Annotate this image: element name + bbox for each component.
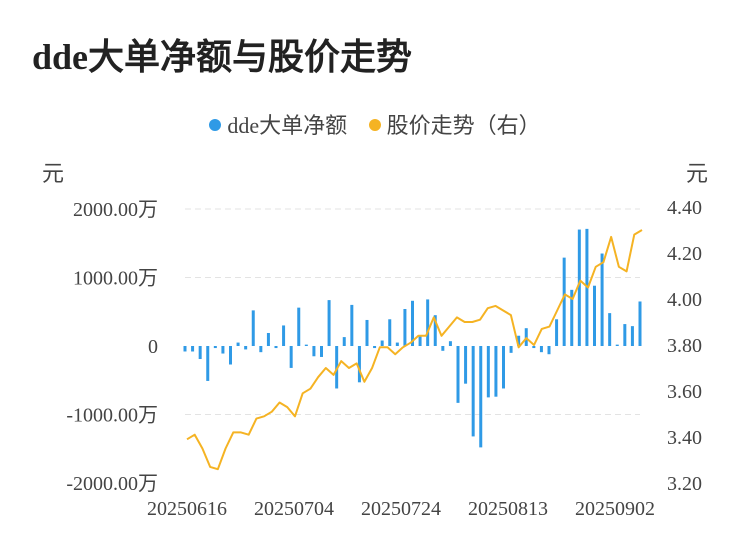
dde-bar bbox=[426, 299, 430, 346]
dde-bar bbox=[623, 324, 627, 346]
x-tick-label: 20250616 bbox=[147, 498, 227, 520]
dde-bar bbox=[464, 346, 468, 384]
dde-bar bbox=[433, 315, 437, 346]
chart-legend: dde大单净额 股价走势（右） bbox=[0, 108, 750, 140]
left-tick-label: 2000.00万 bbox=[73, 199, 158, 221]
dde-bar bbox=[365, 319, 369, 346]
left-tick-label: 1000.00万 bbox=[73, 268, 158, 290]
bar-series bbox=[183, 228, 642, 448]
dde-bar bbox=[304, 344, 308, 346]
dde-bar bbox=[539, 346, 543, 353]
dde-bar bbox=[388, 319, 392, 346]
right-tick-label: 3.80 bbox=[667, 335, 702, 357]
dde-bar bbox=[456, 346, 460, 403]
dde-bar bbox=[615, 344, 619, 346]
dde-bar bbox=[236, 342, 240, 346]
dde-bar bbox=[494, 346, 498, 397]
dde-bar bbox=[244, 346, 248, 350]
dde-bar bbox=[509, 346, 513, 353]
dde-bar bbox=[403, 309, 407, 346]
dde-bar bbox=[502, 346, 505, 389]
dde-bar bbox=[600, 253, 604, 346]
dde-bar bbox=[471, 346, 475, 437]
dde-bar bbox=[213, 346, 217, 349]
left-axis-unit: 元 bbox=[42, 161, 65, 186]
dde-bar bbox=[373, 346, 377, 349]
dde-bar bbox=[570, 289, 574, 346]
left-tick-label: 0 bbox=[148, 336, 158, 358]
dde-bar bbox=[577, 229, 581, 346]
dde-bar bbox=[221, 346, 225, 354]
dde-bar bbox=[251, 310, 255, 346]
dde-bar bbox=[395, 342, 399, 346]
dde-bar bbox=[532, 346, 536, 349]
right-tick-label: 3.60 bbox=[667, 381, 702, 403]
dde-bar bbox=[198, 346, 202, 360]
dde-bar bbox=[524, 328, 528, 346]
dde-bar bbox=[630, 326, 634, 346]
dde-bar bbox=[517, 335, 521, 346]
right-tick-label: 4.40 bbox=[667, 197, 702, 219]
dde-bar bbox=[547, 346, 551, 355]
left-tick-label: -2000.00万 bbox=[66, 473, 158, 495]
dde-bar bbox=[274, 346, 278, 349]
left-tick-label: -1000.00万 bbox=[66, 405, 158, 427]
dde-bar bbox=[555, 319, 559, 346]
right-tick-label: 4.00 bbox=[667, 289, 702, 311]
dde-bar bbox=[289, 346, 293, 368]
right-tick-label: 4.20 bbox=[667, 243, 702, 265]
x-tick-label: 20250813 bbox=[468, 498, 548, 520]
dde-bar bbox=[411, 300, 414, 346]
dde-bar bbox=[608, 313, 612, 346]
dde-bar bbox=[418, 336, 422, 346]
chart-title: dde大单净额与股价走势 bbox=[32, 37, 413, 77]
grid-lines bbox=[185, 208, 640, 415]
legend-label-price: 股价走势（右） bbox=[386, 113, 541, 138]
right-axis-unit: 元 bbox=[685, 161, 708, 186]
legend-dot-icon bbox=[209, 119, 222, 131]
dde-bar bbox=[441, 346, 445, 351]
dde-bar bbox=[562, 257, 566, 346]
dde-bar bbox=[320, 346, 323, 357]
x-axis-ticks: 20250616 20250704 20250724 20250813 20250902 bbox=[147, 498, 655, 520]
dde-bar bbox=[259, 346, 263, 353]
dde-bar bbox=[350, 304, 354, 346]
legend-item-dde[interactable]: dde大单净额 bbox=[209, 108, 347, 140]
dde-bar bbox=[486, 346, 490, 398]
dde-bar bbox=[638, 301, 642, 346]
legend-dot-icon bbox=[368, 119, 381, 131]
dde-bar bbox=[312, 346, 316, 357]
left-axis-ticks: 2000.00万 1000.00万 0 -1000.00万 -2000.00万 bbox=[66, 199, 158, 495]
dde-bar bbox=[593, 285, 596, 346]
dde-bar bbox=[479, 346, 483, 448]
dde-bar bbox=[282, 325, 286, 346]
dde-bar bbox=[191, 346, 195, 352]
dde-bar bbox=[380, 340, 384, 346]
line-series bbox=[186, 229, 643, 471]
dde-bar bbox=[357, 346, 361, 383]
legend-item-price[interactable]: 股价走势（右） bbox=[368, 108, 541, 140]
dde-bar bbox=[327, 300, 331, 346]
dde-bar bbox=[266, 332, 270, 346]
right-tick-label: 3.20 bbox=[667, 473, 702, 495]
price-line bbox=[186, 229, 643, 471]
dde-bar bbox=[206, 346, 210, 381]
x-tick-label: 20250902 bbox=[575, 498, 655, 520]
right-tick-label: 3.40 bbox=[667, 427, 702, 449]
dde-bar bbox=[183, 346, 187, 352]
dde-bar bbox=[448, 341, 452, 346]
dde-bar bbox=[229, 346, 232, 365]
x-tick-label: 20250704 bbox=[254, 498, 334, 520]
x-tick-label: 20250724 bbox=[361, 498, 441, 520]
dde-bar bbox=[342, 337, 346, 346]
dde-bar bbox=[297, 307, 301, 346]
right-axis-ticks: 4.40 4.20 4.00 3.80 3.60 3.40 3.20 bbox=[667, 197, 702, 495]
legend-label-dde: dde大单净额 bbox=[227, 113, 348, 138]
